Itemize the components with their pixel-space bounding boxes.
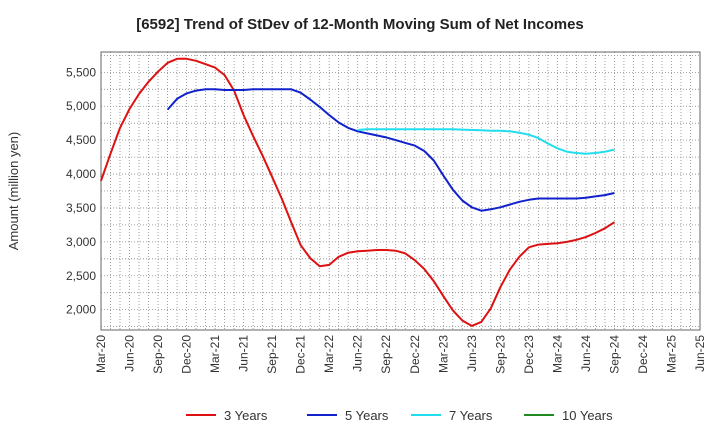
x-tick-label: Jun-20 — [123, 335, 137, 372]
y-tick-label: 5,500 — [66, 65, 96, 79]
x-tick-label: Jun-23 — [465, 335, 479, 372]
legend-label: 10 Years — [562, 408, 613, 423]
y-tick-label: 3,000 — [66, 235, 96, 249]
x-tick-label: Mar-23 — [436, 335, 450, 373]
x-tick-label: Sep-23 — [493, 335, 507, 374]
x-tick-label: Sep-21 — [265, 335, 279, 374]
plot-frame — [100, 51, 701, 331]
y-tick-label: 2,500 — [66, 269, 96, 283]
series-layer — [100, 57, 615, 327]
x-tick-label: Dec-21 — [294, 335, 308, 374]
x-tick-label: Jun-24 — [579, 335, 593, 372]
legend-label: 5 Years — [345, 408, 389, 423]
y-tick-label: 4,000 — [66, 167, 96, 181]
x-tick-label: Mar-22 — [322, 335, 336, 373]
y-tick-label: 2,000 — [66, 303, 96, 317]
series-line-3-years — [100, 57, 615, 327]
chart-title: [6592] Trend of StDev of 12-Month Moving… — [136, 16, 584, 33]
x-tick-label: Sep-24 — [607, 335, 621, 374]
series-line-7-years — [357, 128, 615, 155]
x-tick-label: Mar-25 — [664, 335, 678, 373]
x-tick-label: Mar-20 — [94, 335, 108, 373]
y-tick-label: 3,500 — [66, 201, 96, 215]
grid — [101, 52, 700, 330]
x-tick-label: Dec-24 — [636, 335, 650, 374]
legend: 3 Years 5 Years 7 Years 10 Years — [186, 408, 613, 423]
x-tick-label: Jun-22 — [351, 335, 365, 372]
series-line-5-years — [166, 88, 615, 212]
legend-label: 7 Years — [449, 408, 493, 423]
y-axis-ticks: 2,000 2,500 3,000 3,500 4,000 4,500 5,000 5,500 — [66, 65, 96, 316]
y-axis-title: Amount (million yen) — [6, 132, 21, 251]
x-tick-label: Jun-21 — [237, 335, 251, 372]
legend-label: 3 Years — [224, 408, 268, 423]
x-tick-label: Jun-25 — [693, 335, 707, 372]
x-tick-label: Mar-21 — [208, 335, 222, 373]
x-tick-label: Sep-22 — [379, 335, 393, 374]
y-tick-label: 5,000 — [66, 99, 96, 113]
x-tick-label: Mar-24 — [550, 335, 564, 373]
x-tick-label: Sep-20 — [151, 335, 165, 374]
x-tick-label: Dec-22 — [408, 335, 422, 374]
y-tick-label: 4,500 — [66, 133, 96, 147]
x-tick-label: Dec-20 — [180, 335, 194, 374]
x-tick-label: Dec-23 — [522, 335, 536, 374]
x-axis-ticks: Mar-20 Jun-20 Sep-20 Dec-20 Mar-21 Jun-21 Sep-… — [94, 335, 707, 374]
